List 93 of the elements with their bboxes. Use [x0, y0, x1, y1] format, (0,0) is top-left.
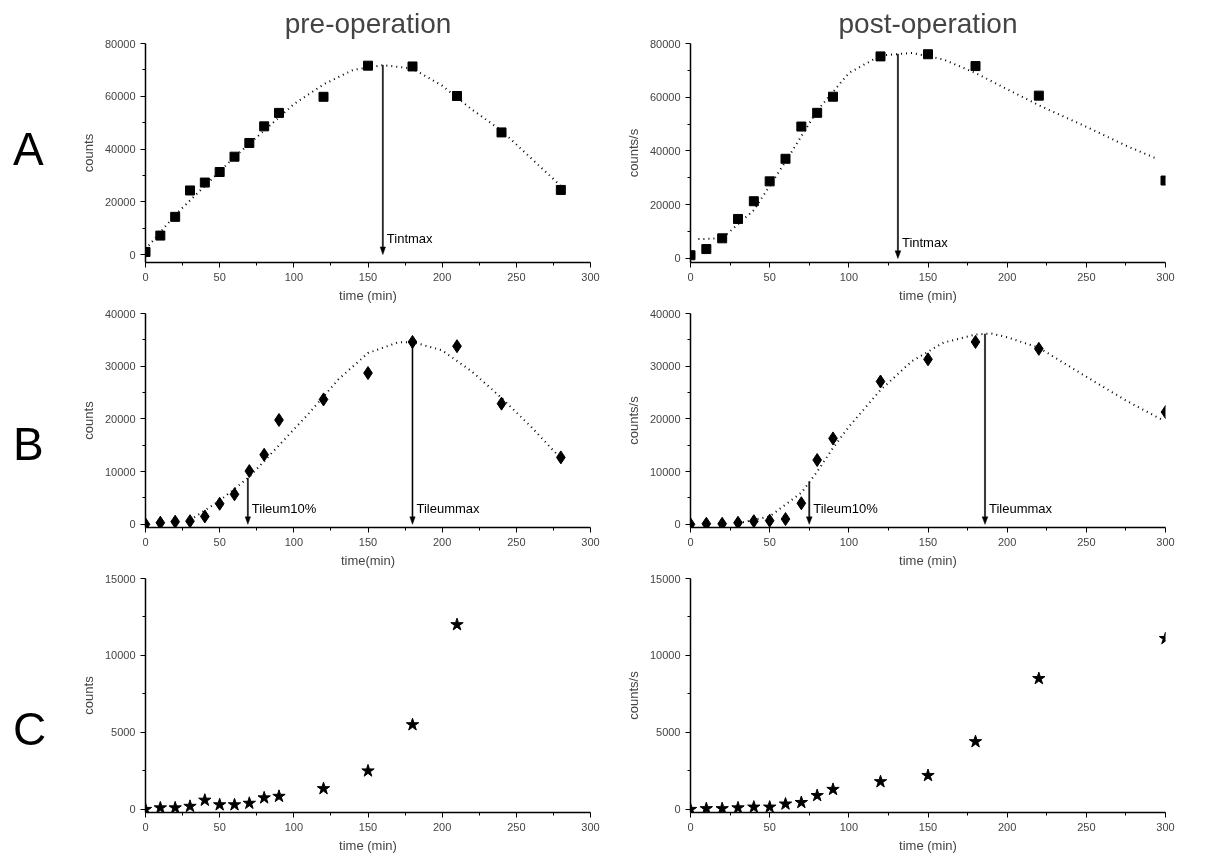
x-tick-label: 150	[918, 535, 938, 548]
y-tick-label: 30000	[104, 360, 136, 373]
x-tick-label: 50	[763, 820, 776, 833]
y-tick-label: 20000	[104, 195, 136, 208]
x-tick-label: 50	[213, 535, 226, 548]
x-tick-label: 0	[687, 270, 694, 283]
y-axis-title: counts	[80, 400, 96, 440]
x-tick-label: 300	[581, 820, 600, 833]
y-tick-label: 40000	[104, 307, 136, 320]
x-tick-label: 150	[358, 820, 378, 833]
chart-title: pre-operation	[284, 7, 452, 39]
y-tick-label: 20000	[649, 412, 681, 425]
y-tick-label: 10000	[104, 465, 136, 478]
x-tick-label: 50	[763, 535, 776, 548]
x-tick-label: 200	[997, 820, 1017, 833]
x-tick-label: 200	[997, 535, 1017, 548]
y-axis-title: counts	[80, 133, 96, 173]
x-tick-label: 200	[432, 820, 452, 833]
y-tick-label: 20000	[104, 412, 136, 425]
y-tick-label: 0	[129, 248, 136, 261]
y-axis-title: counts/s	[625, 670, 641, 720]
x-axis-title: time (min)	[339, 287, 397, 303]
x-tick-label: 150	[358, 535, 378, 548]
y-tick-label: 0	[674, 518, 681, 531]
x-axis-title: time(min)	[340, 552, 396, 568]
x-tick-label: 200	[432, 270, 452, 283]
x-tick-label: 0	[687, 535, 694, 548]
x-tick-label: 300	[1156, 535, 1175, 548]
x-axis-title: time (min)	[339, 837, 397, 853]
x-axis-title: time (min)	[899, 837, 957, 853]
y-tick-label: 30000	[649, 360, 681, 373]
ref-line-label: Tintmax	[386, 230, 434, 246]
y-tick-label: 40000	[649, 144, 681, 157]
x-tick-label: 250	[507, 535, 526, 548]
y-tick-label: 60000	[649, 91, 681, 104]
x-axis-title: time (min)	[899, 287, 957, 303]
x-tick-label: 100	[839, 535, 859, 548]
ref-line-label: Tileum10%	[251, 500, 317, 516]
x-tick-label: 100	[284, 820, 304, 833]
x-tick-label: 300	[581, 270, 600, 283]
x-tick-label: 100	[284, 270, 304, 283]
x-tick-label: 0	[142, 820, 149, 833]
x-tick-label: 50	[213, 820, 226, 833]
y-tick-label: 15000	[649, 572, 681, 585]
x-tick-label: 0	[142, 535, 149, 548]
y-tick-label: 15000	[104, 572, 136, 585]
x-tick-label: 100	[839, 270, 859, 283]
y-tick-label: 80000	[649, 37, 681, 50]
y-tick-label: 0	[129, 803, 136, 816]
x-axis-title: time (min)	[899, 552, 957, 568]
x-tick-label: 250	[1077, 820, 1096, 833]
y-tick-label: 0	[674, 252, 681, 265]
x-tick-label: 50	[213, 270, 226, 283]
x-tick-label: 150	[918, 820, 938, 833]
ref-line-label: Tileummax	[989, 500, 1053, 516]
x-tick-label: 50	[763, 270, 776, 283]
text: B	[13, 417, 44, 472]
x-tick-label: 250	[1077, 270, 1096, 283]
y-axis-title: counts/s	[625, 395, 641, 445]
y-tick-label: 5000	[656, 726, 681, 739]
x-tick-label: 100	[284, 535, 304, 548]
x-tick-label: 200	[997, 270, 1017, 283]
y-tick-label: 40000	[104, 143, 136, 156]
ref-line-label: Tileummax	[416, 500, 481, 516]
y-tick-label: 5000	[111, 726, 136, 739]
y-tick-label: 0	[674, 803, 681, 816]
x-tick-label: 250	[507, 270, 526, 283]
y-tick-label: 20000	[649, 198, 681, 211]
ref-line-label: Tintmax	[901, 234, 949, 250]
y-tick-label: 10000	[104, 649, 136, 662]
x-tick-label: 200	[432, 535, 452, 548]
x-tick-label: 300	[581, 535, 600, 548]
x-tick-label: 250	[507, 820, 526, 833]
y-tick-label: 60000	[104, 90, 136, 103]
y-tick-label: 10000	[649, 465, 681, 478]
y-tick-label: 0	[129, 518, 136, 531]
x-tick-label: 250	[1077, 535, 1096, 548]
x-tick-label: 150	[358, 270, 378, 283]
text: A	[13, 122, 44, 177]
y-axis-title: counts	[80, 675, 96, 715]
y-tick-label: 40000	[649, 307, 681, 320]
y-tick-label: 80000	[104, 37, 136, 50]
x-tick-label: 300	[1156, 270, 1175, 283]
x-tick-label: 100	[839, 820, 859, 833]
y-axis-title: counts/s	[625, 128, 641, 178]
ref-line-label: Tileum10%	[813, 500, 879, 516]
x-tick-label: 0	[687, 820, 694, 833]
y-tick-label: 10000	[649, 649, 681, 662]
chart-title: post-operation	[838, 7, 1018, 39]
x-tick-label: 300	[1156, 820, 1175, 833]
x-tick-label: 0	[142, 270, 149, 283]
x-tick-label: 150	[918, 270, 938, 283]
text: C	[13, 702, 47, 757]
